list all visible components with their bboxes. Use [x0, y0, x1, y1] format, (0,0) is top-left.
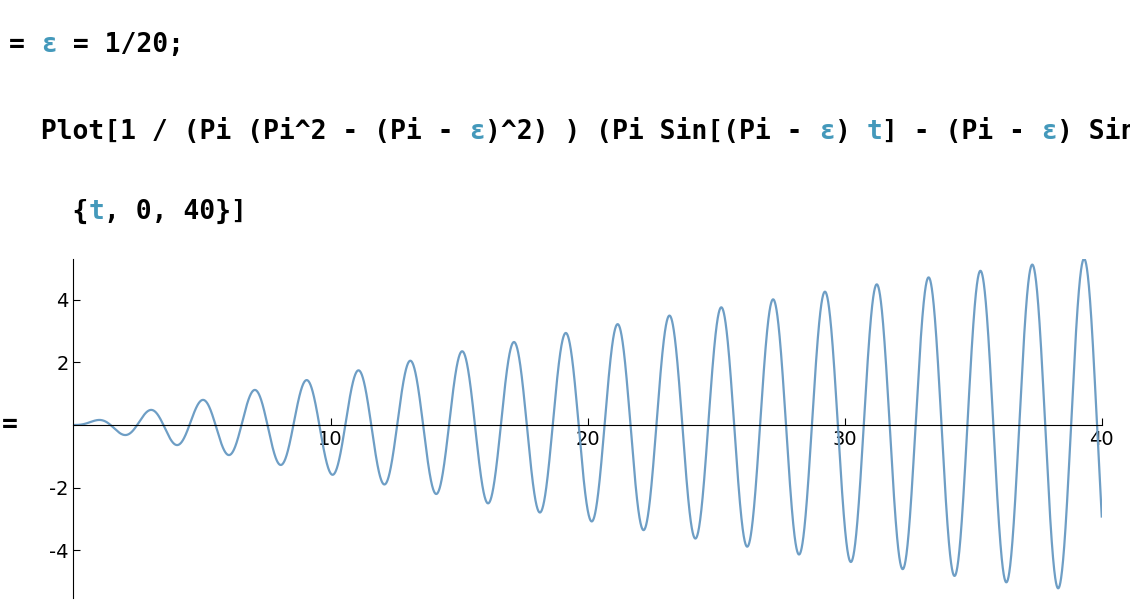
Text: ε: ε	[469, 119, 485, 145]
Text: =: =	[9, 33, 41, 59]
Text: t: t	[867, 119, 883, 145]
Text: ] - (Pi -: ] - (Pi -	[883, 119, 1041, 145]
Text: ε: ε	[1041, 119, 1057, 145]
Text: ε: ε	[41, 33, 57, 59]
Text: )^2) ) (Pi Sin[(Pi -: )^2) ) (Pi Sin[(Pi -	[485, 119, 818, 145]
Text: ): )	[835, 119, 867, 145]
Text: ε: ε	[818, 119, 835, 145]
Text: , 0, 40}]: , 0, 40}]	[104, 199, 247, 225]
Text: ) Sin[(Pi): ) Sin[(Pi)	[1057, 119, 1130, 145]
Text: Plot[1 / (Pi (Pi^2 - (Pi -: Plot[1 / (Pi (Pi^2 - (Pi -	[9, 119, 469, 145]
Text: {: {	[9, 199, 88, 225]
Text: t: t	[88, 199, 104, 225]
Text: = 1/20;: = 1/20;	[56, 33, 184, 59]
Text: =: =	[2, 412, 18, 438]
